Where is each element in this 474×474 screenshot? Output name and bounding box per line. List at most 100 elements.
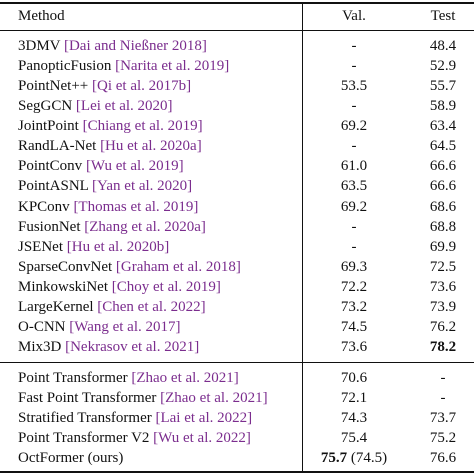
val-cell: 74.5 (341, 318, 367, 336)
citation: [Qi et al. 2017b] (92, 78, 192, 95)
method-cell: KPConv [Thomas et al. 2019] (18, 198, 198, 216)
citation: [Zhang et al. 2020a] (84, 218, 206, 235)
test-value: 69.9 (429, 238, 457, 255)
test-value: 75.2 (429, 430, 457, 446)
test-value: 78.2 (429, 339, 457, 356)
citation: [Wu et al. 2019] (85, 158, 184, 175)
val-cell: 73.2 (341, 298, 367, 316)
method-cell: Fast Point Transformer [Zhao et al. 2021… (18, 389, 268, 407)
header-val: Val. (342, 8, 366, 24)
method-name: FusionNet (18, 218, 81, 235)
method-cell: Point Transformer [Zhao et al. 2021] (18, 369, 239, 387)
group-rule (0, 362, 474, 363)
method-name: PointASNL (18, 178, 89, 195)
val-value: 75.4 (340, 430, 368, 446)
citation: [Lei et al. 2020] (75, 98, 173, 115)
val-cell: - (352, 37, 357, 55)
method-name: OctFormer (ours) (18, 450, 124, 466)
val-cell: - (352, 137, 357, 155)
method-cell: SparseConvNet [Graham et al. 2018] (18, 258, 241, 276)
val-value: - (351, 218, 357, 235)
val-value: 72.1 (340, 390, 368, 406)
method-name: Point Transformer (18, 370, 128, 386)
val-cell: 69.3 (341, 258, 367, 276)
val-value: - (351, 58, 357, 75)
method-name: RandLA-Net (18, 138, 97, 155)
val-value: 61.0 (340, 158, 368, 175)
val-cell: 75.7 (74.5) (321, 449, 387, 467)
test-value: 55.7 (429, 78, 457, 95)
method-name: Stratified Transformer (18, 410, 152, 426)
val-value: 69.2 (340, 198, 368, 215)
citation: [Zhao et al. 2021] (160, 390, 268, 406)
val-value: 63.5 (340, 178, 368, 195)
val-value: 53.5 (340, 78, 368, 95)
val-cell: - (352, 218, 357, 236)
citation: [Zhao et al. 2021] (131, 370, 239, 386)
method-cell: 3DMV [Dai and Nießner 2018] (18, 37, 207, 55)
method-name: JSENet (18, 238, 63, 255)
val-cell: - (352, 238, 357, 256)
method-name: MinkowskiNet (18, 278, 108, 295)
test-value: - (440, 390, 446, 406)
method-name: Fast Point Transformer (18, 390, 157, 406)
test-value: 66.6 (429, 158, 457, 175)
method-cell: OctFormer (ours) (18, 449, 123, 467)
header-method: Method (18, 8, 65, 24)
method-cell: Point Transformer V2 [Wu et al. 2022] (18, 429, 251, 447)
val-value: - (351, 38, 357, 54)
test-value: 63.4 (429, 118, 457, 135)
header-rule (0, 30, 474, 31)
citation: [Nekrasov et al. 2021] (65, 339, 200, 356)
val-value: 73.6 (340, 339, 368, 356)
method-cell: LargeKernel [Chen et al. 2022] (18, 298, 206, 316)
method-name: 3DMV (18, 38, 61, 54)
citation: [Hu et al. 2020a] (100, 138, 202, 155)
citation: [Chiang et al. 2019] (82, 118, 203, 135)
citation: [Wang et al. 2017] (69, 318, 181, 335)
val-cell: 72.2 (341, 278, 367, 296)
val-value: - (351, 138, 357, 155)
method-cell: PointConv [Wu et al. 2019] (18, 157, 184, 175)
method-name: PointNet++ (18, 78, 89, 95)
citation: [Lai et al. 2022] (155, 410, 253, 426)
method-cell: JointPoint [Chiang et al. 2019] (18, 117, 203, 135)
citation: [Choy et al. 2019] (111, 278, 221, 295)
method-name: O-CNN (18, 318, 66, 335)
val-cell: - (352, 57, 357, 75)
method-cell: PanopticFusion [Narita et al. 2019] (18, 57, 229, 75)
test-value: 73.6 (429, 278, 457, 295)
val-cell: 69.2 (341, 117, 367, 135)
test-value: 58.9 (429, 98, 457, 115)
test-value: 68.8 (429, 218, 457, 235)
val-value: 74.3 (340, 410, 368, 426)
citation: [Hu et al. 2020b] (66, 238, 170, 255)
test-value: 48.4 (429, 38, 457, 54)
test-value: - (440, 370, 446, 386)
column-rule (302, 2, 303, 473)
method-name: JointPoint (18, 118, 79, 135)
method-cell: PointASNL [Yan et al. 2020] (18, 177, 192, 195)
method-cell: FusionNet [Zhang et al. 2020a] (18, 218, 206, 236)
citation: [Graham et al. 2018] (115, 258, 241, 275)
citation: [Narita et al. 2019] (115, 58, 230, 75)
val-cell: 73.6 (341, 338, 367, 356)
method-name: PanopticFusion (18, 58, 112, 75)
method-cell: SegGCN [Lei et al. 2020] (18, 97, 173, 115)
val-cell: 63.5 (341, 177, 367, 195)
citation: [Chen et al. 2022] (97, 298, 206, 315)
val-cell: 61.0 (341, 157, 367, 175)
method-name: SegGCN (18, 98, 73, 115)
val-value: - (351, 98, 357, 115)
method-name: Mix3D (18, 339, 62, 356)
test-value: 68.6 (429, 198, 457, 215)
val-cell: 74.3 (341, 409, 367, 427)
val-note: (74.5) (350, 450, 388, 466)
val-value: 75.7 (320, 450, 348, 466)
test-value: 73.7 (429, 410, 457, 426)
method-cell: PointNet++ [Qi et al. 2017b] (18, 77, 191, 95)
val-value: 70.6 (340, 370, 368, 386)
val-cell: 72.1 (341, 389, 367, 407)
method-cell: JSENet [Hu et al. 2020b] (18, 238, 169, 256)
